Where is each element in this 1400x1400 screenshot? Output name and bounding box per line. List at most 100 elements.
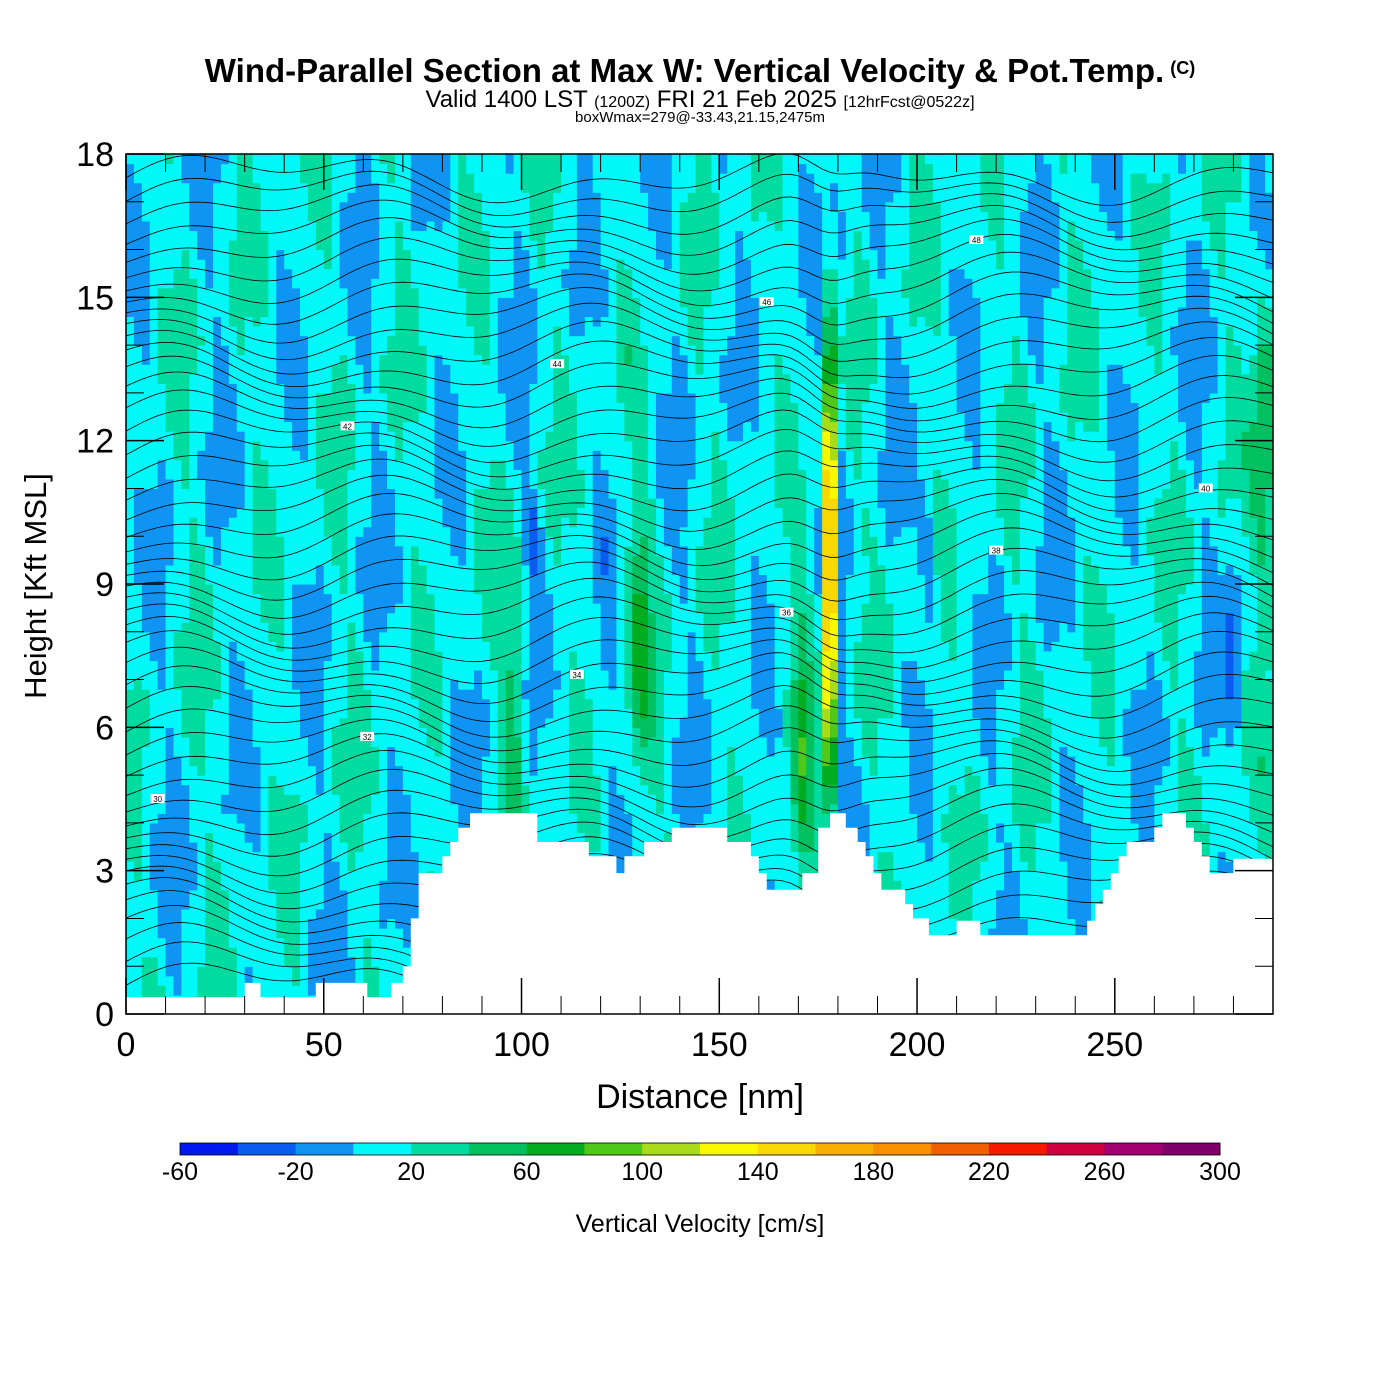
velocity-cell	[197, 354, 214, 365]
velocity-cell	[1098, 182, 1124, 193]
velocity-cell	[616, 392, 649, 404]
velocity-cell	[853, 450, 863, 461]
velocity-cell	[861, 603, 894, 614]
velocity-cell	[1178, 803, 1203, 814]
velocity-cell	[1249, 507, 1266, 518]
velocity-cell	[1114, 736, 1124, 748]
velocity-cell	[1257, 574, 1273, 585]
velocity-cell	[1146, 670, 1155, 681]
velocity-cell	[576, 192, 602, 203]
velocity-cell	[1178, 775, 1203, 786]
velocity-cell	[505, 803, 523, 814]
velocity-cell	[648, 440, 657, 451]
velocity-cell	[276, 889, 301, 900]
velocity-cell	[165, 641, 175, 652]
velocity-cell	[149, 641, 167, 652]
velocity-cell	[394, 287, 420, 298]
velocity-cell	[1185, 450, 1203, 461]
velocity-cell	[149, 631, 167, 642]
velocity-cell	[355, 641, 372, 652]
velocity-cell	[996, 240, 1005, 251]
velocity-cell	[133, 335, 151, 346]
velocity-cell	[632, 268, 681, 279]
velocity-cell	[450, 775, 483, 786]
velocity-cell	[379, 746, 388, 757]
velocity-cell	[197, 459, 246, 470]
velocity-cell	[1019, 660, 1037, 671]
velocity-cell	[750, 689, 776, 700]
velocity-cell	[1217, 259, 1227, 270]
velocity-cell	[133, 536, 175, 547]
velocity-cell	[284, 402, 309, 413]
velocity-cell	[434, 622, 483, 633]
velocity-cell	[948, 889, 974, 900]
velocity-cell	[671, 211, 681, 222]
velocity-cell	[1019, 507, 1045, 518]
velocity-cell	[1106, 746, 1116, 757]
velocity-cell	[489, 316, 499, 327]
velocity-cell	[505, 765, 523, 776]
velocity-cell	[505, 708, 515, 719]
velocity-cell	[537, 736, 570, 748]
velocity-cell	[126, 431, 175, 442]
velocity-cell	[814, 660, 823, 671]
velocity-cell	[648, 192, 673, 203]
velocity-cell	[679, 297, 712, 308]
velocity-cell	[1209, 230, 1227, 241]
velocity-cell	[458, 412, 507, 423]
velocity-cell	[1130, 240, 1163, 251]
velocity-cell	[323, 498, 349, 509]
velocity-cell	[790, 574, 807, 585]
velocity-cell	[1178, 641, 1203, 652]
velocity-cell	[228, 306, 269, 318]
velocity-cell	[1019, 259, 1061, 270]
velocity-cell	[165, 650, 175, 662]
velocity-cell	[410, 259, 459, 270]
velocity-cell	[901, 908, 950, 920]
isotherm-label-bg	[779, 607, 794, 617]
velocity-cell	[300, 154, 333, 165]
velocity-cell	[1170, 746, 1179, 757]
velocity-cell	[640, 335, 673, 346]
velocity-cell	[877, 268, 886, 279]
velocity-cell	[1170, 201, 1203, 212]
velocity-cell	[861, 545, 879, 556]
velocity-cell	[1146, 335, 1163, 346]
velocity-cell	[1217, 326, 1227, 337]
velocity-cell	[149, 832, 190, 843]
velocity-cell	[521, 631, 531, 642]
velocity-cell	[1035, 861, 1068, 872]
velocity-cell	[790, 584, 807, 595]
velocity-cell	[924, 488, 934, 499]
velocity-cell	[885, 335, 902, 346]
velocity-cell	[679, 345, 697, 356]
velocity-cell	[1027, 364, 1037, 375]
velocity-cell	[648, 545, 657, 556]
velocity-cell	[711, 163, 720, 174]
velocity-cell	[853, 249, 863, 260]
velocity-cell	[197, 345, 214, 356]
velocity-cell	[133, 545, 175, 556]
velocity-cell	[1059, 631, 1084, 642]
velocity-cell	[1035, 822, 1061, 834]
velocity-cell	[292, 612, 333, 623]
velocity-cell	[553, 201, 578, 212]
velocity-cell	[1083, 259, 1140, 270]
velocity-cell	[568, 249, 602, 260]
velocity-cell	[189, 459, 198, 470]
velocity-cell	[418, 335, 475, 346]
velocity-cell	[980, 794, 1013, 805]
velocity-cell	[806, 689, 815, 700]
velocity-cell	[323, 574, 341, 585]
velocity-cell	[157, 975, 175, 986]
velocity-cell	[1114, 650, 1148, 662]
velocity-cell	[1249, 220, 1273, 232]
velocity-cell	[798, 832, 815, 843]
isotherm-line	[126, 302, 1273, 362]
velocity-cell	[727, 813, 752, 824]
velocity-cell	[497, 297, 538, 308]
velocity-cell	[371, 431, 380, 442]
velocity-cell	[861, 517, 871, 528]
velocity-cell	[1249, 364, 1258, 375]
velocity-cell	[371, 316, 396, 327]
